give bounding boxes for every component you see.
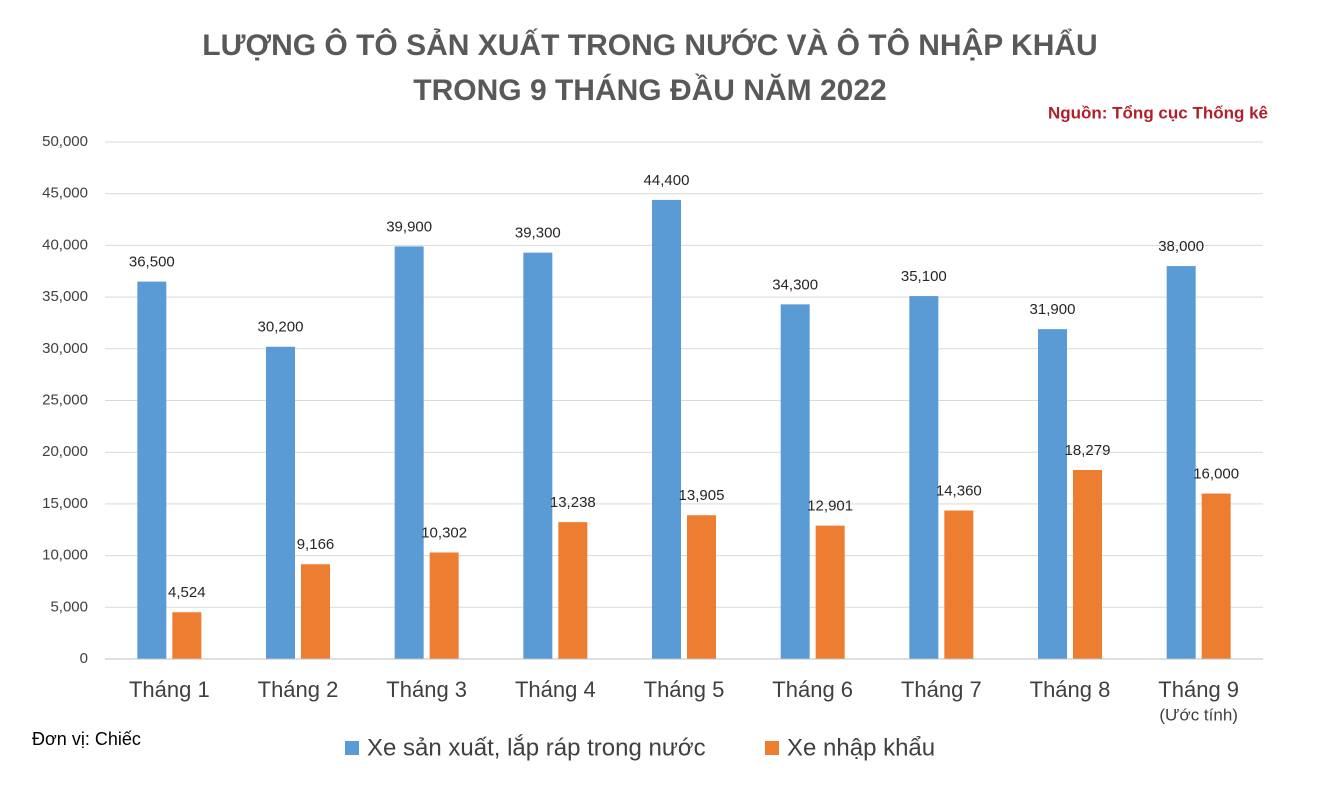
x-tick-label: Tháng 1 [129, 677, 210, 702]
y-tick-label: 10,000 [42, 547, 88, 564]
bar [137, 281, 167, 659]
legend-swatch [345, 741, 359, 755]
legend-label: Xe nhập khẩu [787, 734, 935, 761]
category-note: (Ước tính) [1159, 705, 1238, 724]
x-tick-label: Tháng 3 [386, 677, 467, 702]
y-tick-label: 30,000 [42, 340, 88, 357]
bar [558, 522, 588, 659]
bar [1201, 493, 1231, 659]
data-label: 13,905 [679, 487, 725, 504]
y-tick-label: 5,000 [50, 598, 88, 615]
x-tick-label: Tháng 7 [901, 677, 982, 702]
bar [1166, 266, 1196, 659]
y-tick-label: 25,000 [42, 391, 88, 408]
bar [394, 246, 424, 659]
data-label: 36,500 [129, 254, 175, 271]
bar [944, 510, 974, 659]
bar [266, 346, 295, 659]
bar [687, 515, 716, 659]
data-label: 16,000 [1193, 466, 1239, 483]
data-label: 13,238 [550, 494, 596, 511]
data-label: 39,300 [515, 225, 561, 242]
data-label: 38,000 [1158, 238, 1204, 255]
legend-label: Xe sản xuất, lắp ráp trong nước [367, 734, 706, 761]
x-tick-label: Tháng 2 [258, 677, 339, 702]
x-tick-label: Tháng 4 [515, 677, 596, 702]
data-label: 34,300 [772, 276, 818, 293]
y-tick-label: 20,000 [42, 443, 88, 460]
x-tick-label: Tháng 6 [772, 677, 853, 702]
chart-title: LƯỢNG Ô TÔ SẢN XUẤT TRONG NƯỚC VÀ Ô TÔ N… [202, 28, 1097, 62]
x-tick-label: Tháng 8 [1030, 677, 1111, 702]
unit-note: Đơn vị: Chiếc [32, 729, 141, 749]
bar [1038, 329, 1067, 659]
bar [429, 552, 459, 659]
data-label: 10,302 [421, 524, 467, 541]
data-label: 4,524 [168, 584, 206, 601]
data-label: 39,900 [386, 218, 432, 235]
bar [301, 564, 330, 659]
data-label: 30,200 [258, 319, 304, 336]
x-tick-label: Tháng 5 [644, 677, 725, 702]
bar [909, 296, 939, 659]
legend-swatch [765, 741, 779, 755]
bar [652, 199, 681, 660]
data-label: 35,100 [901, 268, 947, 285]
y-tick-label: 35,000 [42, 288, 88, 305]
bar [780, 304, 810, 659]
bar [815, 525, 845, 659]
data-label: 12,901 [807, 498, 853, 515]
data-label: 44,400 [644, 172, 690, 189]
data-label: 18,279 [1065, 442, 1111, 459]
bar [1073, 469, 1102, 659]
y-tick-label: 0 [80, 650, 88, 667]
y-tick-label: 50,000 [42, 133, 88, 150]
bar [172, 612, 202, 659]
source: Nguồn: Tổng cục Thống kê [1048, 103, 1268, 122]
bar [523, 252, 553, 659]
chart-title: TRONG 9 THÁNG ĐẦU NĂM 2022 [413, 73, 886, 107]
y-tick-label: 45,000 [42, 185, 88, 202]
data-label: 9,166 [297, 536, 335, 553]
data-label: 14,360 [936, 482, 982, 499]
data-label: 31,900 [1030, 301, 1076, 318]
y-tick-label: 40,000 [42, 236, 88, 253]
y-tick-label: 15,000 [42, 495, 88, 512]
x-tick-label: Tháng 9 [1158, 677, 1239, 702]
